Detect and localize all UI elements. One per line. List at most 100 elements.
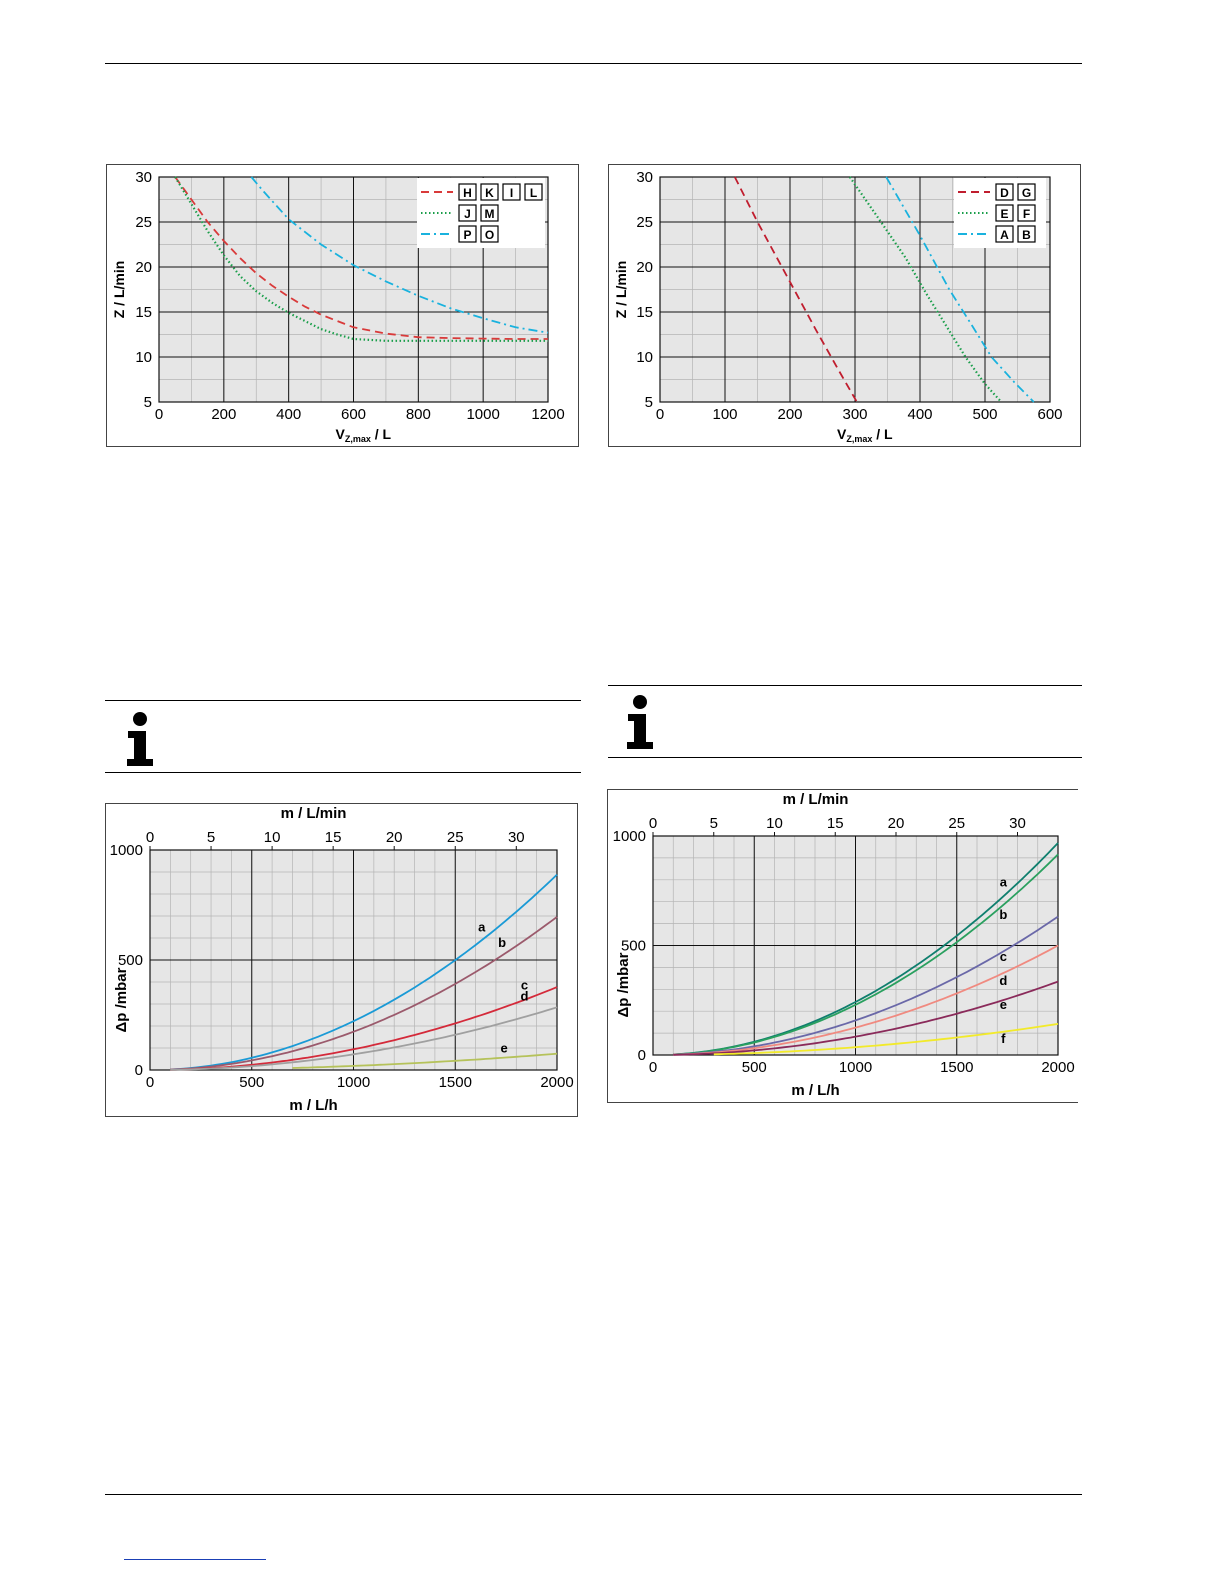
x-axis-label: VZ,max / L: [336, 426, 392, 444]
y-tick-label: 20: [135, 259, 152, 276]
plot-border: [158, 176, 549, 403]
info-rule-bottom-left: [105, 772, 581, 773]
series-curve-a: [170, 873, 558, 1071]
y-tick-label: 0: [638, 1047, 646, 1064]
legend-code: P: [463, 228, 471, 242]
y-tick-label: 500: [118, 952, 143, 969]
legend-code: K: [485, 186, 494, 200]
top-tick-label: 20: [888, 815, 905, 832]
series-label-c: c: [521, 978, 528, 993]
y-tick-label: 0: [135, 1062, 143, 1079]
y-axis-label: Δp /mbar: [113, 967, 130, 1032]
footer-link-underline[interactable]: [124, 1559, 266, 1560]
x-tick-label: 400: [276, 406, 301, 423]
x-tick-label: 1000: [466, 406, 499, 423]
legend-code: G: [1022, 186, 1031, 200]
y-axis-label: Z / L/min: [111, 261, 127, 319]
y-tick-label: 20: [636, 259, 653, 276]
x-tick-label: 1500: [439, 1074, 472, 1091]
top-tick-label: 20: [386, 829, 403, 846]
x-tick-label: 100: [712, 406, 737, 423]
series-line-3: [250, 176, 549, 334]
x-tick-label: 0: [146, 1074, 154, 1091]
series-curve-d: [673, 944, 1059, 1056]
legend-code-box: [458, 204, 477, 222]
legend-code: A: [1000, 228, 1009, 242]
top-tick-label: 0: [649, 815, 657, 832]
x-tick-label: 500: [972, 406, 997, 423]
x-tick-label: 600: [1037, 406, 1062, 423]
chart-3-frame: 0 500 1000 1500 2000 0 500 1000 0 5 10 15 20 25 30 m / …: [105, 803, 578, 1117]
legend-code: L: [530, 186, 537, 200]
x-tick-label: 0: [656, 406, 664, 423]
legend-code-box: [1017, 225, 1036, 243]
y-tick-label: 10: [135, 349, 152, 366]
x-tick-label: 300: [842, 406, 867, 423]
legend-code-box: [524, 183, 543, 201]
series-line-1: [733, 176, 858, 403]
top-tick-label: 30: [508, 829, 525, 846]
x-tick-label: 500: [239, 1074, 264, 1091]
series-curve-e: [292, 1052, 558, 1069]
y-tick-label: 30: [636, 169, 653, 186]
series-label-e: e: [500, 1040, 507, 1055]
series-curve-d: [170, 1006, 558, 1071]
header-rule: [105, 63, 1082, 64]
legend-code: E: [1000, 207, 1008, 221]
info-rule-top-left: [105, 700, 581, 701]
info-icon: [127, 712, 153, 766]
y-tick-label: 30: [135, 169, 152, 186]
info-rule-bottom-right: [608, 757, 1082, 758]
legend-code: J: [464, 207, 471, 221]
info-rule-top-right: [608, 685, 1082, 686]
x-tick-label: 1000: [839, 1059, 872, 1076]
top-axis-label: m / L/min: [281, 805, 347, 822]
legend-code-box: [995, 225, 1014, 243]
top-axis-label: m / L/min: [783, 791, 849, 808]
series-curve-c: [673, 915, 1059, 1056]
plot-border: [149, 849, 558, 1071]
x-tick-label: 600: [341, 406, 366, 423]
series-label-e: e: [1000, 997, 1007, 1012]
series-label-d: d: [520, 989, 528, 1004]
legend-code-box: [458, 225, 477, 243]
legend-code-box: [995, 183, 1014, 201]
top-tick-label: 10: [264, 829, 281, 846]
chart-2: 0 100 200 300 400 500 600 5 10 15 20 25 30 Z / L/min V…: [613, 169, 1063, 444]
footer-rule: [105, 1494, 1082, 1495]
chart-1: 0 200 400 600 800 1000 1200 5 10 15 20 25 30 Z / L/mi…: [111, 169, 565, 444]
legend-code: O: [485, 228, 494, 242]
x-tick-label: 1000: [337, 1074, 370, 1091]
top-tick-label: 10: [766, 815, 783, 832]
top-tick-label: 25: [948, 815, 965, 832]
x-tick-label: 0: [155, 406, 163, 423]
y-tick-label: 500: [621, 938, 646, 955]
x-tick-label: 2000: [1041, 1059, 1074, 1076]
legend-code-box: [480, 183, 499, 201]
series-label-d: d: [999, 973, 1007, 988]
series-curve-b: [170, 916, 558, 1071]
series-label-b: b: [498, 935, 506, 950]
top-tick-label: 5: [710, 815, 718, 832]
chart-1-frame: 0 200 400 600 800 1000 1200 5 10 15 20 25 30 Z / L/mi…: [106, 164, 579, 447]
legend-code-box: [1017, 183, 1036, 201]
legend-code: H: [463, 186, 472, 200]
series-curve-b: [673, 853, 1059, 1056]
x-tick-label: 1200: [531, 406, 564, 423]
x-tick-label: 200: [211, 406, 236, 423]
chart-4-frame: 0 500 1000 1500 2000 0 500 1000 0 5 10 15 20 25 30 m / …: [607, 789, 1078, 1103]
legend-code: I: [510, 186, 513, 200]
y-axis-label: Z / L/min: [613, 261, 629, 319]
top-tick-label: 15: [827, 815, 844, 832]
x-tick-label: 2000: [540, 1074, 573, 1091]
chart-2-frame: 0 100 200 300 400 500 600 5 10 15 20 25 30 Z / L/min V…: [608, 164, 1081, 447]
y-tick-label: 5: [645, 394, 653, 411]
legend-code: F: [1023, 207, 1030, 221]
series-line-1: [174, 176, 548, 340]
top-tick-label: 30: [1009, 815, 1026, 832]
y-tick-label: 1000: [110, 842, 143, 859]
top-tick-label: 0: [146, 829, 154, 846]
legend-code-box: [480, 204, 499, 222]
